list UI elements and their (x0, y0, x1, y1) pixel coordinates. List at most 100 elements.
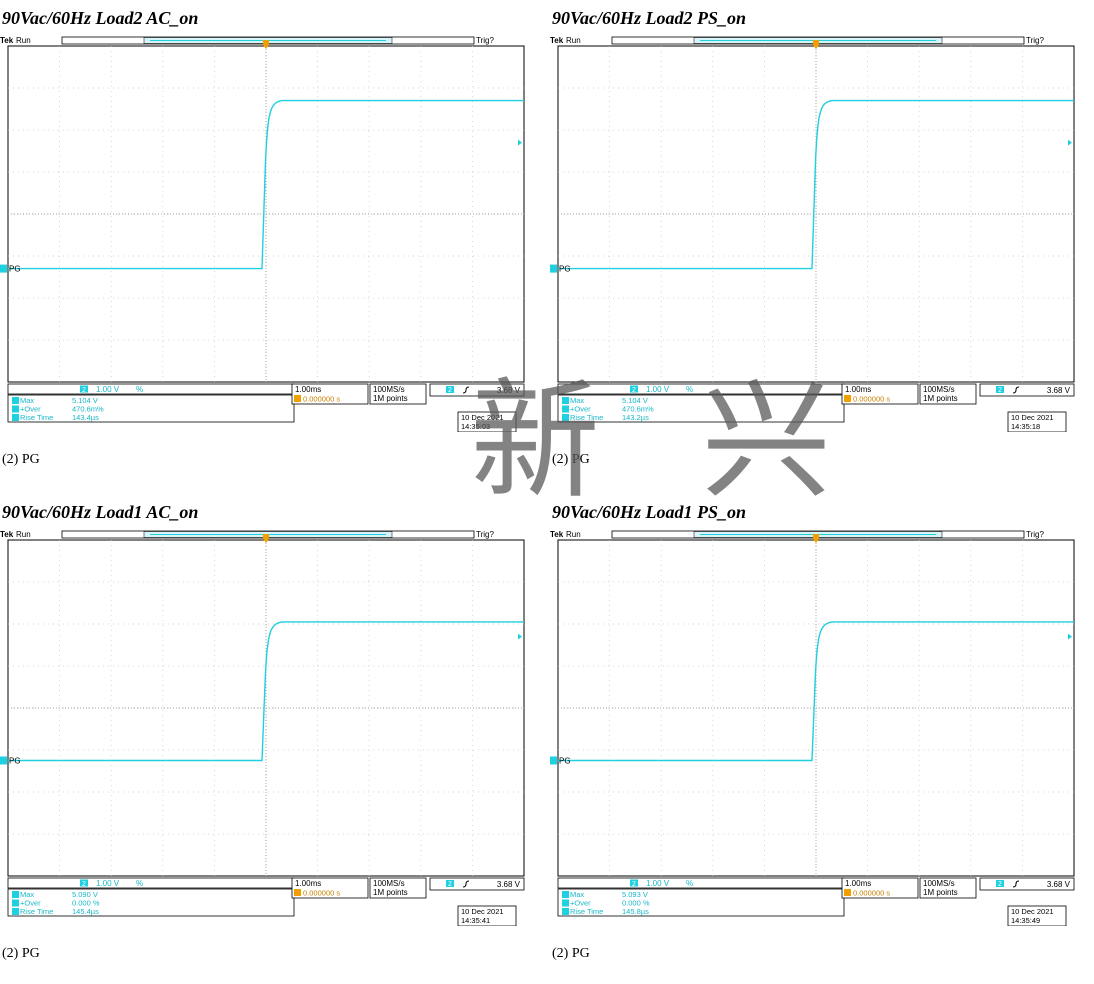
trigger-level-icon (1068, 633, 1072, 640)
measurement-channel-badge (562, 414, 569, 421)
channel-readout-box (7, 383, 295, 395)
record-length: 1M points (373, 888, 408, 897)
timebase-box (291, 383, 369, 405)
record-length: 1M points (923, 394, 958, 403)
trigger-channel: 2 (998, 881, 1002, 888)
scope-panel-3: 90Vac/60Hz Load1 AC_on Tek Run Trig? PG 2 1.0… (0, 494, 540, 984)
channel-marker (0, 264, 7, 273)
brand-logo: Tek (550, 36, 564, 45)
timebase-box (841, 877, 919, 899)
oscilloscope-screenshot: Tek Run Trig? PG 2 1.00 V% Max 5.104 V +Over 470.… (550, 34, 1078, 432)
measurement-box (557, 394, 845, 423)
record-length: 1M points (373, 394, 408, 403)
oscilloscope-screenshot: Tek Run Trig? PG 2 1.00 V% Max 5.093 V +Over 0.00… (550, 528, 1078, 926)
timebase: 1.00ms (295, 385, 321, 394)
channel-badge (630, 385, 638, 393)
channel-scale: 1.00 V (646, 879, 670, 888)
trigger-position: 0.000000 s (853, 889, 890, 898)
measurement-channel-badge (562, 397, 569, 404)
trigger-position-icon (263, 40, 269, 49)
acquisition-box (369, 383, 427, 405)
trigger-level: 3.68 V (1047, 386, 1071, 395)
channel-number: 2 (632, 881, 636, 888)
trace-label: PG (559, 265, 571, 274)
trigger-level: 3.68 V (497, 386, 521, 395)
datetime-box (1007, 411, 1067, 432)
measurement-name: +Over (20, 899, 41, 908)
channel-marker (550, 756, 557, 765)
trigger-pos-icon (294, 889, 301, 896)
measurement-name: Rise Time (570, 413, 603, 422)
measurement-box (7, 394, 295, 423)
measurement-value: 5.104 V (622, 396, 648, 405)
measurement-value: 0.000 % (622, 899, 650, 908)
panel-title: 90Vac/60Hz Load2 AC_on (2, 8, 199, 28)
run-status: Run (566, 36, 581, 45)
trigger-position: 0.000000 s (853, 395, 890, 404)
channel-bandwidth: % (686, 879, 693, 888)
time: 14:35:41 (461, 916, 490, 925)
time: 14:35:18 (1011, 422, 1040, 431)
scope-panel-1: 90Vac/60Hz Load2 AC_on Tek Run Trig? PG 2 1.0… (0, 0, 540, 490)
time: 14:35:03 (461, 422, 490, 431)
acquisition-box (919, 877, 977, 899)
trace-label: PG (9, 265, 21, 274)
rising-edge-icon (462, 880, 470, 888)
panel-caption: (2) PG (2, 452, 40, 467)
run-status: Run (16, 530, 31, 539)
trigger-position-icon (813, 40, 819, 49)
measurement-channel-badge (12, 397, 19, 404)
date: 10 Dec 2021 (461, 907, 504, 916)
measurement-name: Max (570, 890, 584, 899)
measurement-box (557, 888, 845, 917)
scope-svg: Tek Run Trig? PG 2 1.00 V % Max 5.104 V +Over 470.… (0, 36, 525, 432)
panel-caption: (2) PG (2, 946, 40, 961)
trigger-status: Trig? (476, 530, 494, 539)
rising-edge-icon (1012, 880, 1020, 888)
datetime-box (457, 905, 517, 926)
date: 10 Dec 2021 (461, 413, 504, 422)
channel-number: 2 (82, 881, 86, 888)
trigger-channel: 2 (998, 387, 1002, 394)
oscilloscope-screenshot: Tek Run Trig? PG 2 1.00 V% Max 5.104 V +Over 470.… (0, 34, 528, 432)
measurement-name: Max (20, 890, 34, 899)
trigger-channel-badge (996, 880, 1004, 887)
measurement-value: 470.6m% (72, 405, 104, 414)
scope-panel-2: 90Vac/60Hz Load2 PS_on Tek Run Trig? PG 2 1.0… (550, 0, 1090, 490)
measurement-name: +Over (20, 405, 41, 414)
datetime-box (1007, 905, 1067, 926)
scope-svg: Tek Run Trig? PG 2 1.00 V % Max 5.093 V +Over 0.00… (550, 530, 1075, 926)
scope-panel-4: 90Vac/60Hz Load1 PS_on Tek Run Trig? PG 2 1.0… (550, 494, 1090, 984)
measurement-value: 145.8µs (622, 907, 649, 916)
channel-scale: 1.00 V (96, 385, 120, 394)
trigger-pos-icon (294, 395, 301, 402)
measurement-channel-badge (12, 414, 19, 421)
trace-label: PG (559, 757, 571, 766)
measurement-channel-badge (12, 908, 19, 915)
scope-svg: Tek Run Trig? PG 2 1.00 V % Max 5.104 V +Over 470.… (550, 36, 1075, 432)
channel-scale: 1.00 V (96, 879, 120, 888)
datetime-box (457, 411, 517, 432)
measurement-channel-badge (12, 899, 19, 907)
measurement-name: Rise Time (20, 413, 53, 422)
sample-rate: 100MS/s (373, 879, 405, 888)
measurement-value: 143.4µs (72, 413, 99, 422)
channel-readout-box (7, 877, 295, 889)
timebase-box (841, 383, 919, 405)
trigger-pos-icon (844, 889, 851, 896)
trigger-status: Trig? (476, 36, 494, 45)
trigger-position: 0.000000 s (303, 395, 340, 404)
measurement-name: +Over (570, 405, 591, 414)
sample-rate: 100MS/s (923, 879, 955, 888)
measurement-channel-badge (562, 899, 569, 907)
trace-label: PG (9, 757, 21, 766)
channel-bandwidth: % (136, 385, 143, 394)
measurement-value: 5.104 V (72, 396, 98, 405)
measurement-channel-badge (562, 405, 569, 413)
pg-waveform (8, 99, 524, 270)
trigger-position-icon (263, 534, 269, 543)
measurement-value: 470.6m% (622, 405, 654, 414)
trigger-channel-badge (996, 386, 1004, 393)
channel-badge (80, 879, 88, 887)
timebase-box (291, 877, 369, 899)
